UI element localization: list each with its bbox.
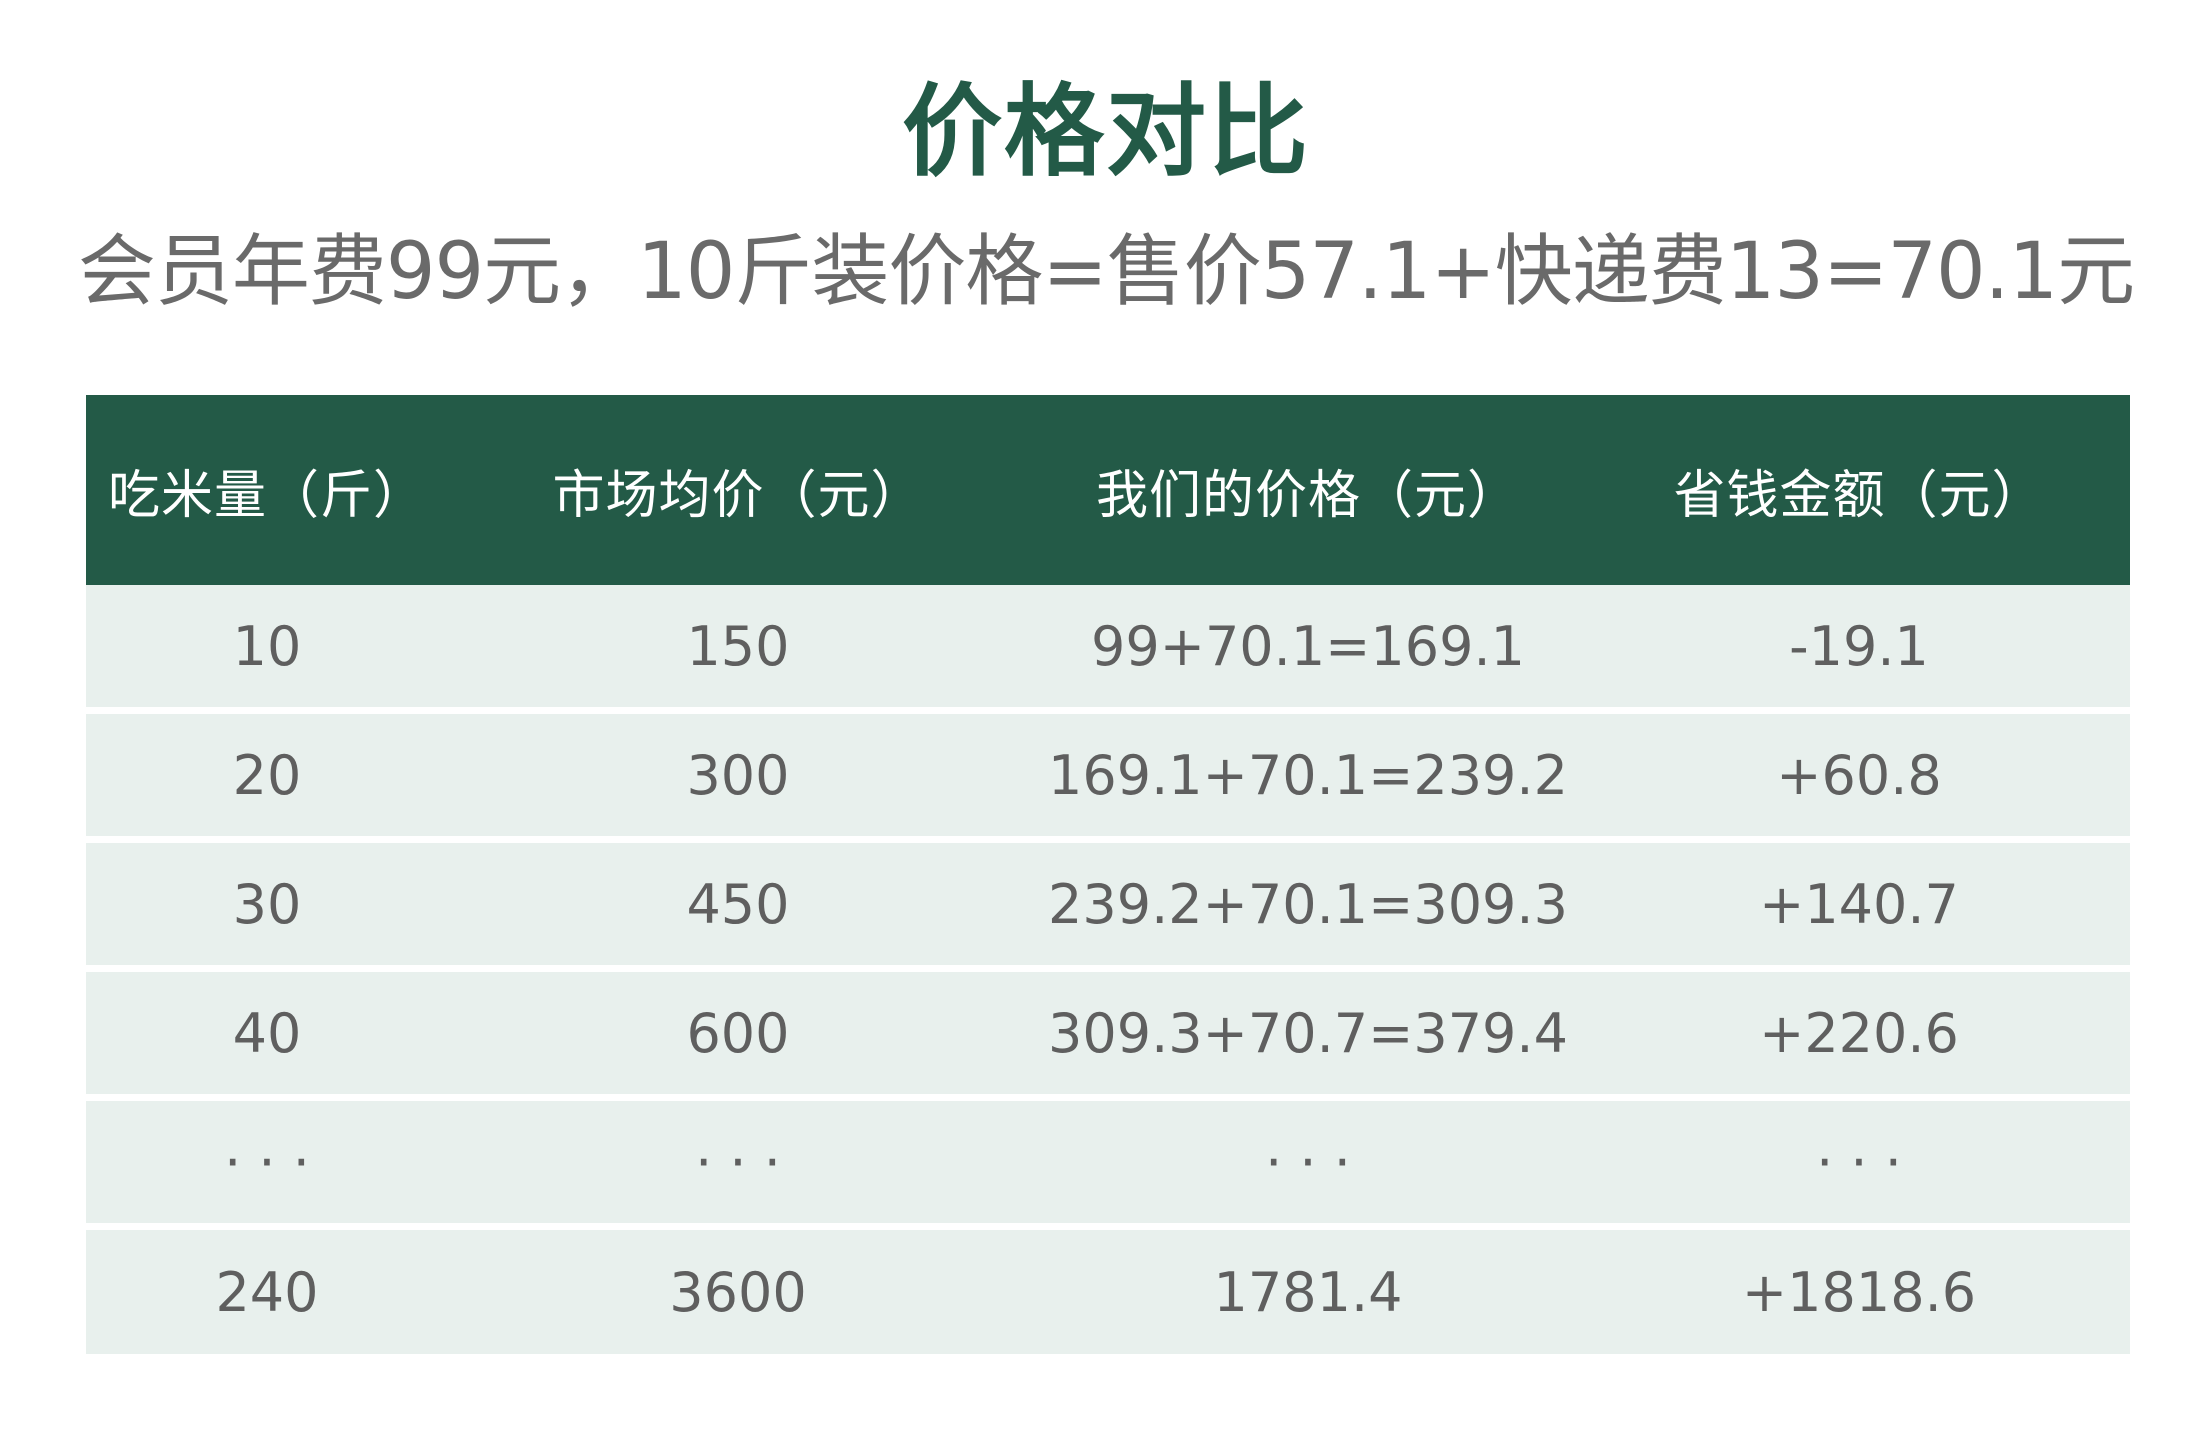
cell-savings: -19.1	[1789, 614, 1929, 678]
cell-our-price: 239.2+70.1=309.3	[1048, 872, 1568, 936]
cell-market-price: 450	[686, 872, 790, 936]
table-row: 240 3600 1781.4 +1818.6	[86, 1230, 2130, 1354]
cell-market-price: 150	[686, 614, 790, 678]
cell-rice-amount: 40	[232, 1001, 302, 1065]
table-row-ellipsis: · · · · · · · · · · · ·	[86, 1101, 2130, 1223]
table-row: 10 150 99+70.1=169.1 -19.1	[86, 585, 2130, 707]
cell-rice-amount: 240	[215, 1260, 319, 1324]
cell-rice-amount: 10	[232, 614, 302, 678]
table-row: 40 600 309.3+70.7=379.4 +220.6	[86, 972, 2130, 1094]
page-title: 价格对比	[902, 73, 1310, 190]
header-rice-amount: 吃米量（斤）	[107, 465, 426, 526]
cell-rice-amount: · · ·	[224, 1130, 310, 1194]
cell-our-price: 169.1+70.1=239.2	[1048, 743, 1568, 807]
header-market-price: 市场均价（元）	[552, 465, 924, 526]
cell-market-price: · · ·	[695, 1130, 781, 1194]
cell-our-price: 309.3+70.7=379.4	[1048, 1001, 1568, 1065]
cell-our-price: 1781.4	[1213, 1260, 1403, 1324]
table-row: 30 450 239.2+70.1=309.3 +140.7	[86, 843, 2130, 965]
cell-savings: +140.7	[1759, 872, 1959, 936]
cell-rice-amount: 30	[232, 872, 302, 936]
cell-market-price: 3600	[669, 1260, 807, 1324]
cell-market-price: 600	[686, 1001, 790, 1065]
table-header-row: 吃米量（斤） 市场均价（元） 我们的价格（元） 省钱金额（元）	[86, 395, 2130, 585]
cell-our-price: · · ·	[1265, 1130, 1351, 1194]
cell-savings: +220.6	[1759, 1001, 1959, 1065]
table-row: 20 300 169.1+70.1=239.2 +60.8	[86, 714, 2130, 836]
cell-rice-amount: 20	[232, 743, 302, 807]
page-subtitle: 会员年费99元，10斤装价格=售价57.1+快递费13=70.1元	[77, 227, 2135, 317]
price-comparison-table: 吃米量（斤） 市场均价（元） 我们的价格（元） 省钱金额（元） 10 150 9…	[86, 395, 2130, 1354]
cell-savings: +1818.6	[1741, 1260, 1977, 1324]
header-our-price: 我们的价格（元）	[1095, 465, 1520, 526]
cell-savings: +60.8	[1776, 743, 1942, 807]
cell-our-price: 99+70.1=169.1	[1090, 614, 1526, 678]
cell-market-price: 300	[686, 743, 790, 807]
header-savings: 省钱金额（元）	[1673, 465, 2045, 526]
cell-savings: · · ·	[1816, 1130, 1902, 1194]
